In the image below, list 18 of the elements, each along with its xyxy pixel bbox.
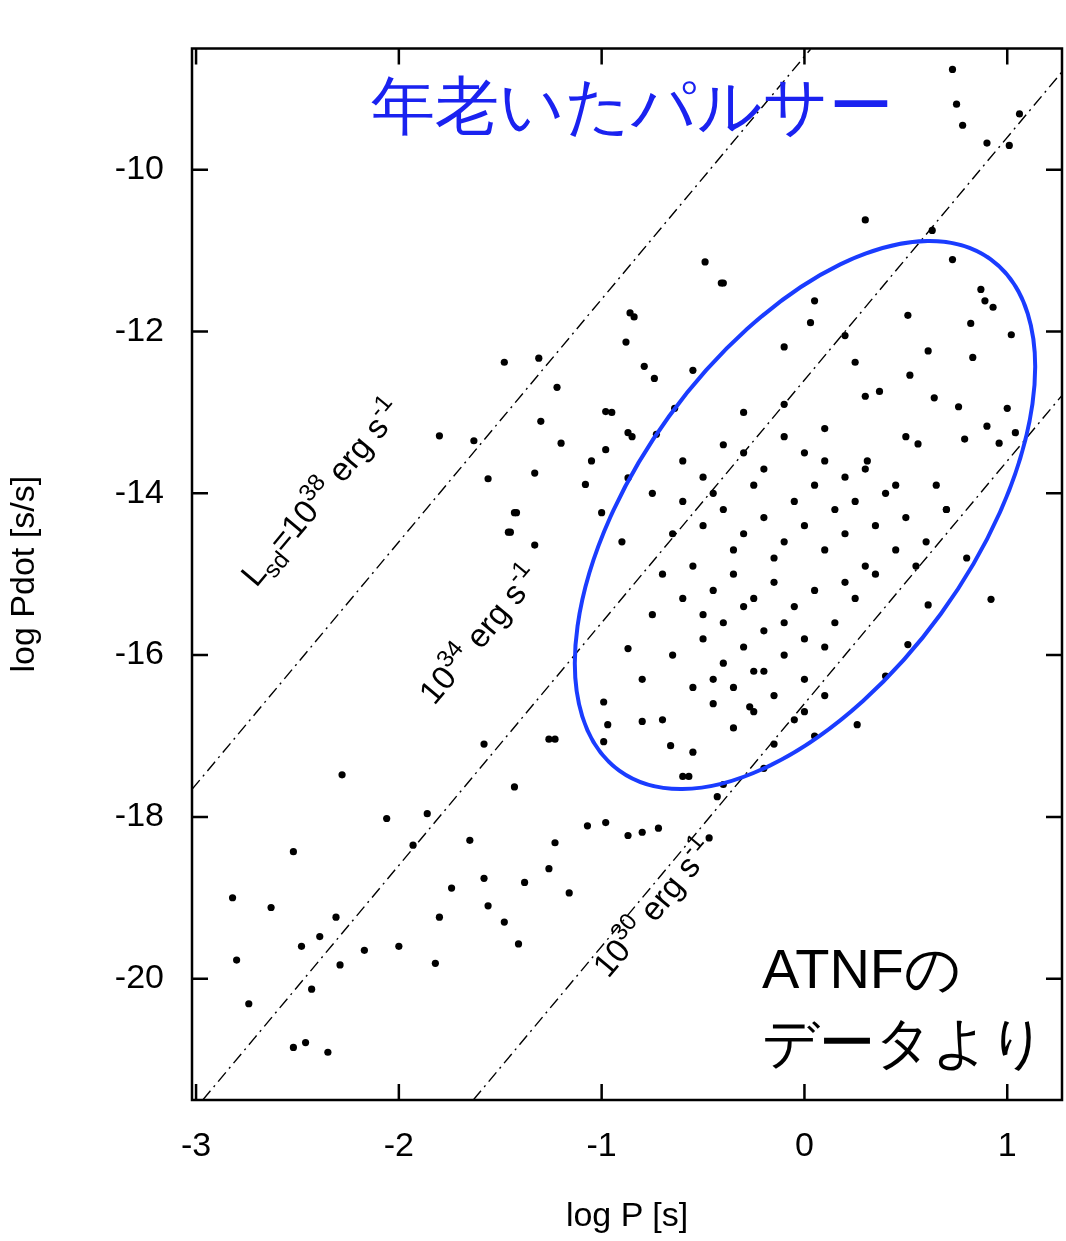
- y-tick-label: -14: [114, 471, 164, 510]
- x-tick-label: -3: [180, 1124, 212, 1163]
- annotation: 1030 erg s-1: [585, 827, 709, 984]
- y-tick-label: -12: [114, 309, 164, 348]
- annotation: ATNFのデータより: [762, 937, 1046, 1074]
- y-axis-title: log Pdot [s/s]: [2, 475, 41, 673]
- y-tick-label: -16: [114, 633, 164, 672]
- x-tick-label: 1: [997, 1124, 1017, 1163]
- x-axis-title: log P [s]: [565, 1194, 689, 1233]
- x-tick-label: -2: [383, 1124, 414, 1163]
- annotation: 1034 erg s-1: [411, 554, 535, 711]
- x-tick-label: -1: [586, 1124, 617, 1163]
- annotation: Lsd=1038 erg s-1: [233, 388, 398, 593]
- y-tick-label: -18: [114, 795, 164, 834]
- x-tick-label: 0: [794, 1124, 814, 1163]
- y-tick-label: -20: [114, 957, 164, 996]
- y-tick-label: -10: [114, 148, 164, 187]
- chart-title: 年老いたパルサー: [371, 69, 893, 142]
